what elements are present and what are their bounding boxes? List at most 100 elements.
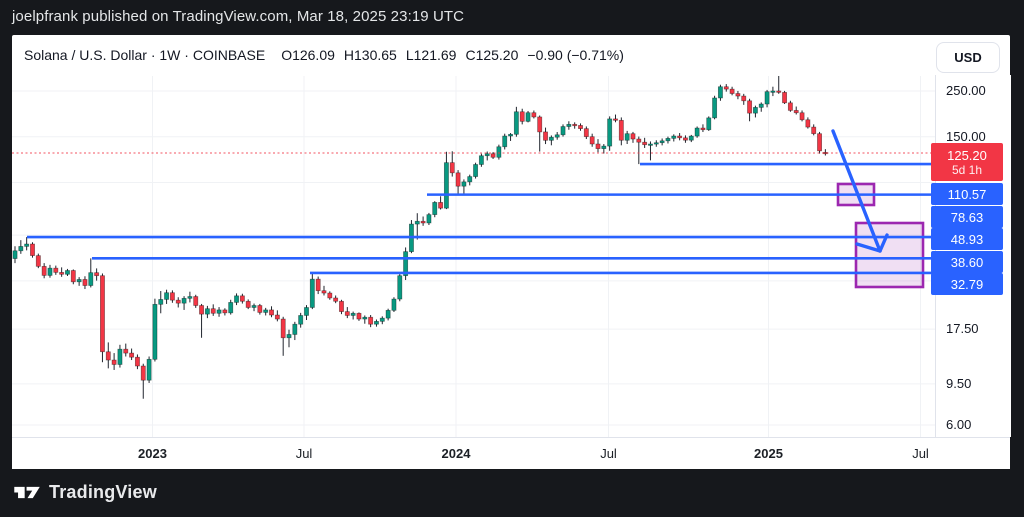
candle-body [385,309,391,319]
candle-body [484,153,490,157]
time-tick-label: Jul [912,446,929,461]
time-scale[interactable]: 2023 Jul 2024 Jul 2025 Jul [12,437,1010,469]
candle-body [426,214,432,224]
candle-body [467,176,473,183]
tradingview-logo-text: TradingView [49,482,157,502]
candle-body [129,352,135,358]
candle-body [531,112,537,118]
candle-body [688,135,694,141]
price-scale[interactable]: 125.20 5d 1h 250.00 150.00 17.50 9.50 6.00 11… [931,75,1011,437]
candle-body [537,116,543,133]
candlestick-chart-area[interactable] [12,75,935,437]
down-arrow-head [855,233,889,253]
candle-body [269,309,274,316]
candle-body [787,102,793,111]
candle-body [578,125,583,129]
candle-body [782,92,788,104]
candle-body [595,143,601,149]
candle-body [817,133,822,152]
level-price-badge: 38.60 [931,251,1003,273]
candle-body [344,311,350,316]
candle-body [583,128,589,138]
candle-body [630,133,636,140]
down-arrow-shaft [831,129,882,253]
candle-body [659,140,665,144]
candle-body [30,243,35,256]
candle-body [18,246,24,252]
candle-body [234,295,239,303]
candle-body [339,300,344,312]
candle-body [566,123,572,127]
candle-body [152,303,158,360]
candle-body [601,145,607,149]
publish-banner: joelpfrank published on TradingView.com,… [0,0,1024,35]
candle-body [717,86,723,99]
candle-body [403,251,409,277]
candle-body [304,307,309,316]
candle-body [298,315,304,325]
candle-body [478,155,484,165]
candle-body [613,118,618,121]
candle-body [228,302,234,314]
tradingview-logo-icon [14,486,40,499]
candle-body [111,359,117,365]
currency-toggle-button[interactable]: USD [936,42,1000,73]
candle-body [239,295,245,302]
candle-body [53,267,59,273]
candle-body [321,290,327,294]
candle-body [187,296,193,299]
candle-body [502,135,508,148]
last-price-badge: 125.20 5d 1h [931,143,1003,181]
candle-body [548,136,554,141]
candle-body [391,298,397,311]
candle-body [274,314,280,320]
last-price-value: 125.20 [947,147,987,163]
candle-body [309,278,315,308]
candle-body [12,250,18,259]
candle-body [76,279,82,283]
candle-body [700,127,706,131]
candle-body [747,100,753,114]
candle-body [642,141,648,146]
candle-body [356,312,362,320]
candle-body [764,91,770,105]
candle-body [811,126,817,135]
candle-body [94,272,100,277]
candle-body [799,112,805,121]
candle-body [257,305,263,313]
candle-body [65,270,70,275]
level-price-badge: 110.57 [931,183,1003,205]
candle-body [449,162,455,174]
candle-body [438,202,444,209]
candle-body [805,119,811,128]
candle-body [653,142,659,145]
symbol-title: Solana / U.S. Dollar · 1W · COINBASE [24,47,266,63]
candle-body [24,243,30,247]
candle-body [554,134,560,138]
candle-body [671,135,677,139]
drawing-rectangle [854,221,925,289]
candle-body [82,279,88,286]
tradingview-logo[interactable]: TradingView [14,482,157,503]
candle-body [362,316,368,320]
candle-body [379,317,385,322]
candle-body [508,133,514,137]
candle-body [35,255,41,267]
candle-body [140,365,146,381]
candle-body [134,356,140,367]
chart-card: Solana / U.S. Dollar · 1W · COINBASE O12… [12,35,1011,469]
candle-body [350,312,356,316]
candle-body [572,123,578,127]
time-tick-label: Jul [600,446,617,461]
footer: TradingView [0,468,1024,517]
candle-body [618,119,624,141]
time-tick-label: 2024 [441,446,471,461]
candle-body [315,278,321,292]
candle-body [770,90,776,93]
candle-body [741,95,747,102]
candle-body [41,265,47,276]
candle-body [648,143,653,146]
publish-banner-text: joelpfrank published on TradingView.com,… [12,8,465,25]
candle-body [210,308,216,314]
candle-body [729,88,735,94]
